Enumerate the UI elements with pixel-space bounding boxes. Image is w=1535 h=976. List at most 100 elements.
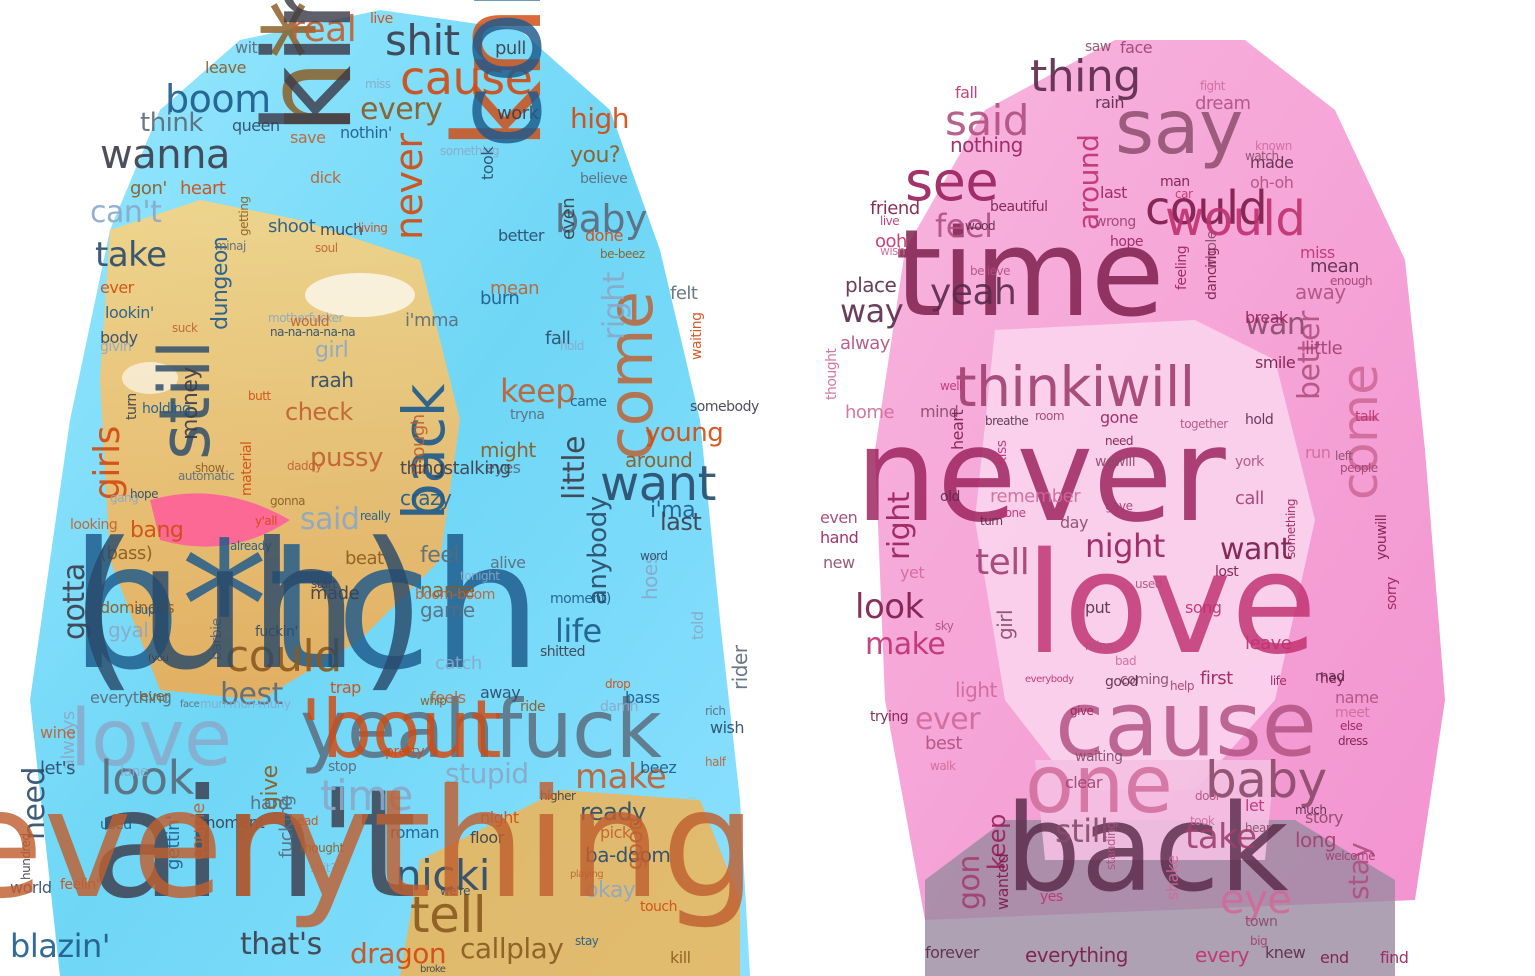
left-cloud-word: ready — [580, 798, 646, 826]
right-cloud-word: together — [1180, 417, 1228, 431]
left-cloud-word: shit? — [310, 861, 336, 875]
right-cloud-word: knew — [1265, 943, 1306, 962]
left-eye-shape-2 — [122, 362, 178, 394]
right-cloud-word: way — [840, 292, 904, 330]
left-cloud-word: word — [640, 549, 668, 563]
right-cloud-word: everything — [1025, 943, 1128, 967]
right-cloud-word: walk — [930, 759, 956, 773]
left-cloud-word: leave — [205, 58, 246, 77]
left-cloud-word: b*tch — [70, 506, 542, 709]
right-cloud-word: girl — [993, 609, 1017, 640]
right-cloud-word: thinkiwill — [955, 355, 1195, 419]
left-cloud-word: tell — [410, 886, 487, 944]
left-word-cloud-portrait: b*tchain'tknown*ggayeahfucklovestillcome… — [0, 0, 760, 976]
right-cloud-word: kiss — [994, 440, 1010, 465]
left-cloud-word: kill — [670, 948, 691, 967]
right-cloud-word: used — [1135, 577, 1162, 591]
right-cloud-word: ever — [915, 702, 981, 737]
left-cloud-word: start — [311, 577, 337, 591]
right-cloud-word: hold — [1245, 412, 1274, 428]
left-cloud-word: keep — [500, 372, 576, 410]
left-cloud-word: would — [290, 314, 330, 330]
right-cloud-word: else — [1340, 719, 1363, 733]
left-cloud-word: miss — [365, 77, 391, 91]
right-cloud-word: home — [845, 402, 895, 423]
left-cloud-word: playing — [570, 869, 604, 880]
right-cloud-word: alway — [840, 333, 890, 354]
right-cloud-word: car — [1175, 187, 1193, 201]
right-cloud-word: known — [1255, 139, 1292, 153]
right-cloud-word: light — [955, 678, 997, 702]
right-cloud-word: took — [1190, 814, 1215, 828]
left-cloud-word: na-na-na-na-na — [270, 325, 356, 339]
right-cloud-word: mad — [1315, 669, 1345, 685]
right-cloud-word: song — [1185, 598, 1222, 617]
left-cloud-word: around — [625, 448, 693, 472]
right-cloud-word: turn — [980, 514, 1003, 528]
left-cloud-word: best — [220, 677, 283, 712]
left-cloud-word: done — [585, 226, 623, 245]
right-cloud-word: believe — [970, 264, 1011, 278]
left-cloud-word: floor — [470, 828, 504, 847]
right-cloud-word: waiting — [1075, 749, 1123, 765]
left-cloud-word: high — [570, 102, 630, 135]
right-cloud-word: one — [1025, 738, 1173, 831]
left-cloud-word: suck — [172, 321, 198, 335]
left-cloud-word: cause — [400, 51, 533, 105]
left-cloud-word: coming — [430, 0, 569, 150]
left-cloud-word: higher — [540, 789, 576, 803]
left-cloud-word: motherfucker — [268, 311, 343, 325]
left-cloud-word: yeahfuck — [300, 683, 662, 776]
right-cloud-word: cause — [1055, 672, 1317, 777]
left-cloud-word: soul — [315, 241, 338, 255]
left-cloud-word: whip — [420, 694, 447, 708]
left-cloud-word: that's — [240, 927, 322, 962]
left-cloud-word: everything — [90, 688, 172, 707]
left-cloud-word: queen — [232, 116, 280, 135]
right-cloud-word: last — [1100, 183, 1127, 202]
right-cloud-word: people — [1340, 461, 1378, 475]
right-face-shape — [975, 320, 1315, 790]
left-shoulder-shape — [400, 790, 740, 976]
right-cloud-word: ooh — [875, 231, 907, 252]
left-cloud-word: callplay — [460, 932, 564, 965]
left-cloud-word: stop — [328, 759, 357, 775]
left-cloud-word: holding — [142, 401, 191, 417]
left-cloud-word: gyal — [108, 618, 149, 642]
left-cloud-word: anybody — [583, 496, 613, 605]
right-cloud-word: leave — [1245, 633, 1292, 654]
right-cloud-word: mine — [1085, 639, 1114, 653]
left-cloud-word: alive — [490, 553, 526, 572]
left-cloud-word: (you — [148, 653, 169, 664]
left-cloud-word: mean — [490, 278, 540, 299]
left-cloud-word: we're — [440, 884, 471, 898]
right-cloud-word: watch — [1245, 149, 1279, 163]
left-cloud-word: bang — [130, 518, 184, 543]
right-cloud-word: standing — [1104, 821, 1118, 870]
right-cloud-word: life — [1270, 674, 1287, 688]
right-cloud-word: wish — [880, 244, 906, 258]
right-cloud-word: fight — [1200, 79, 1226, 93]
left-cloud-word: boom-boom — [415, 587, 495, 603]
left-cloud-word: burn — [480, 288, 520, 309]
right-shoulder-shape — [925, 820, 1395, 976]
left-cloud-word: thingstalking — [400, 458, 511, 479]
right-cloud-word: wood — [965, 219, 996, 233]
left-cloud-word: pussy — [310, 443, 383, 473]
left-cloud-word: little — [557, 436, 592, 500]
right-cloud-word: room — [1035, 409, 1065, 423]
left-cloud-word: lane — [120, 764, 148, 780]
right-cloud-word: yet — [900, 563, 925, 582]
right-cloud-word: man — [1160, 174, 1190, 190]
left-cloud-word: catch — [435, 653, 482, 674]
right-portrait-silhouette — [875, 40, 1445, 976]
right-cloud-word: would — [1165, 191, 1306, 247]
left-cloud-word: rich — [705, 704, 726, 718]
left-cloud-word: face — [180, 699, 200, 710]
right-cloud-word: need — [1105, 434, 1134, 448]
left-cloud-word: rider — [728, 645, 752, 690]
right-cloud-word: friend — [870, 198, 920, 219]
right-cloud-word: say — [1115, 83, 1243, 171]
left-cloud-word: turn — [124, 393, 140, 420]
left-cloud-word: made — [310, 583, 360, 604]
